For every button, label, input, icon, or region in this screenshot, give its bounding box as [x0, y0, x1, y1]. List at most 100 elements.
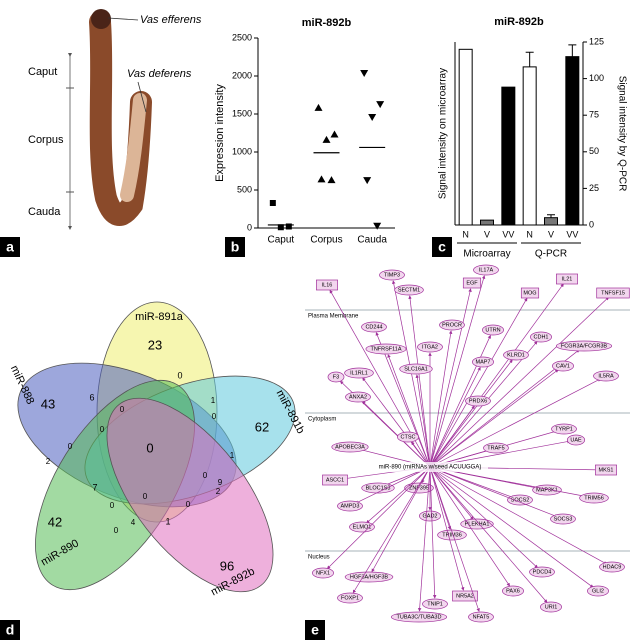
venn-count: 0 — [146, 440, 153, 455]
node-label: SLC16A1 — [404, 366, 428, 372]
compartment-label: Cytoplasm — [308, 417, 336, 423]
pointer — [107, 17, 139, 21]
edge — [429, 378, 602, 468]
node-label: MAP7 — [476, 359, 491, 365]
node-label: TRAF5 — [487, 445, 504, 451]
panel-letter: b — [231, 239, 240, 255]
x-tick-label: VV — [566, 229, 578, 239]
label: Vas efferens — [140, 14, 202, 26]
node-label: TNIP1 — [427, 601, 443, 607]
node-label: TRIM56 — [584, 495, 604, 501]
edge — [429, 275, 486, 468]
compartment-label: Nucleus — [308, 555, 330, 561]
data-point — [322, 135, 331, 143]
node-shape — [472, 356, 494, 368]
data-point — [360, 69, 369, 77]
node-label: MOG — [523, 290, 536, 296]
node-shape — [437, 529, 467, 541]
edge — [429, 366, 481, 468]
venn-count: 0 — [120, 405, 125, 414]
edge — [326, 466, 431, 570]
node-shape — [439, 319, 465, 331]
x-tick-label: Caput — [267, 235, 294, 246]
bar — [480, 219, 494, 226]
node-shape — [465, 395, 491, 407]
node-shape — [331, 441, 369, 453]
node-shape — [483, 442, 509, 454]
node-label: NFX1 — [316, 570, 330, 576]
edge — [429, 466, 465, 591]
node-label: IL16 — [322, 282, 333, 288]
data-point — [277, 224, 284, 231]
edge — [429, 466, 594, 588]
data-point — [314, 103, 323, 111]
node-shape — [540, 601, 562, 613]
edge — [366, 466, 431, 524]
node-label: UAE — [570, 437, 582, 443]
x-tick-label: Cauda — [357, 235, 387, 246]
venn-count: 1 — [211, 396, 216, 405]
node-label: EGF — [466, 280, 478, 286]
node-shape — [529, 566, 555, 578]
y-tick-label: 1500 — [232, 108, 252, 118]
y2-tick-label: 0 — [589, 219, 594, 229]
node-label: MAP3K1 — [536, 487, 558, 493]
node-shape — [394, 284, 424, 296]
node-shape — [344, 367, 374, 379]
node-shape — [365, 343, 407, 355]
vas-head — [91, 9, 111, 29]
venn — [17, 301, 296, 593]
node-label: KLRD1 — [507, 352, 525, 358]
y-axis-label: Expression intensity — [214, 84, 226, 182]
data-point — [285, 223, 292, 230]
node-shape — [316, 279, 338, 291]
edge — [429, 466, 539, 569]
node-shape — [587, 585, 609, 597]
node-shape — [596, 287, 630, 299]
bar — [544, 217, 558, 226]
node-shape — [520, 287, 540, 299]
venn-count: 0 — [68, 442, 73, 451]
node-shape — [566, 434, 586, 446]
venn-count: 42 — [48, 514, 62, 529]
bar — [522, 66, 537, 226]
group-label: Microarray — [463, 249, 510, 260]
venn-count: 1 — [165, 516, 170, 526]
compartment-label: Plasma Membrane — [308, 314, 359, 320]
venn-count: 4 — [131, 518, 136, 527]
node-label: TYRP1 — [555, 426, 573, 432]
edge — [352, 466, 431, 594]
node-shape — [390, 611, 448, 623]
edge — [429, 330, 453, 468]
y-tick-label: 1000 — [232, 146, 252, 156]
node-shape — [322, 474, 348, 486]
edge — [429, 359, 513, 468]
node-label: SOCS2 — [511, 497, 530, 503]
venn-count: 0 — [186, 500, 191, 509]
bar — [458, 48, 473, 226]
node-shape — [349, 521, 375, 533]
node-label: TNFSF15 — [601, 290, 625, 296]
node-label: CD244 — [365, 324, 382, 330]
data-point — [317, 175, 326, 183]
node-label: IL17A — [479, 267, 494, 273]
node-shape — [344, 571, 394, 583]
data-point — [269, 199, 276, 206]
y2-tick-label: 50 — [589, 146, 599, 156]
vas-deferens-tube — [120, 93, 147, 202]
panel-letter-box — [305, 620, 325, 640]
node-shape — [502, 585, 524, 597]
node-shape — [593, 370, 619, 382]
label: Vas deferens — [127, 68, 192, 80]
edge — [429, 288, 472, 468]
venn-count: 7 — [92, 482, 97, 492]
node-shape — [422, 598, 448, 610]
edge — [429, 466, 437, 599]
y-tick-label: 2000 — [232, 70, 252, 80]
y-tick-label: 2500 — [232, 32, 252, 42]
y-tick-label: 0 — [247, 222, 252, 232]
node-label: PRDX6 — [469, 398, 487, 404]
pointer — [137, 81, 147, 113]
bar — [565, 56, 580, 226]
